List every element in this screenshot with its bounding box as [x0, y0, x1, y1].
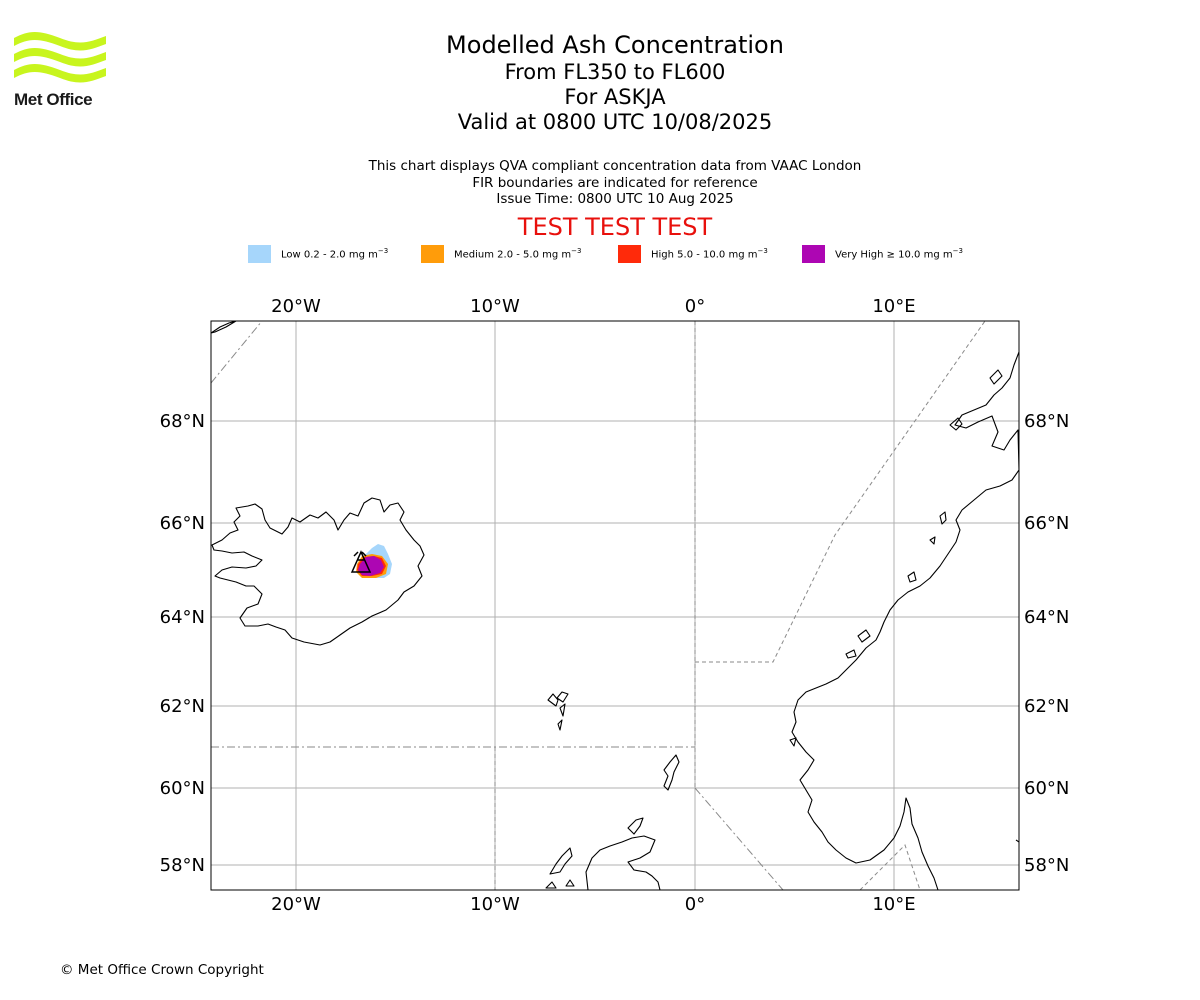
ash-cloud [356, 544, 392, 578]
lat-tick-label-left: 64°N [160, 607, 205, 628]
chart-subtitle-block: This chart displays QVA compliant concen… [0, 158, 1200, 208]
subtitle-fir-note: FIR boundaries are indicated for referen… [472, 174, 758, 191]
legend-label-medium: Medium 2.0 - 5.0 mg m−3 [454, 247, 582, 261]
flight-level-range: From FL350 to FL600 [504, 60, 726, 84]
lat-tick-label-left: 62°N [160, 696, 205, 717]
lon-tick-label-bottom: 0° [685, 894, 705, 915]
lat-tick-label-left: 60°N [160, 778, 205, 799]
fir-boundary-dashdot-se [694, 787, 784, 890]
lat-tick-label-right: 64°N [1024, 607, 1069, 628]
volcano-name: For ASKJA [564, 85, 666, 109]
lat-tick-label-left: 68°N [160, 411, 205, 432]
legend-item-low: Low 0.2 - 2.0 mg m−3 [248, 244, 388, 264]
coastline-shetland [663, 754, 680, 791]
coastline-faroe-2 [556, 691, 569, 703]
subtitle-compliance: This chart displays QVA compliant concen… [368, 158, 862, 174]
coastline-norway-island-8 [989, 369, 1003, 385]
legend-item-medium: Medium 2.0 - 5.0 mg m−3 [421, 244, 581, 264]
lon-tick-label-top: 20°W [271, 296, 321, 317]
lon-tick-label-bottom: 20°W [271, 894, 321, 915]
legend-swatch-low [248, 245, 271, 263]
coastlines [211, 321, 1019, 890]
fir-boundary-dashed-63n [695, 321, 986, 663]
lat-tick-label-right: 60°N [1024, 778, 1069, 799]
graticule [211, 321, 1019, 890]
coastline-hebrides-1 [549, 847, 573, 875]
fir-boundaries [211, 321, 986, 890]
lon-ticks-top: 20°W 10°W 0° 10°E [271, 296, 915, 317]
met-office-logo: Met Office [14, 30, 106, 112]
coastline-faroe-3 [559, 703, 566, 717]
legend-swatch-high [618, 245, 641, 263]
coastline-norway-island-3 [929, 536, 936, 545]
legend-swatch-medium [421, 245, 444, 263]
coastline-faroe-4 [557, 719, 563, 731]
lon-tick-label-top: 0° [685, 296, 705, 317]
coastline-hebrides-3 [565, 879, 575, 887]
lat-ticks-right: 68°N 66°N 64°N 62°N 60°N 58°N [1024, 411, 1069, 876]
lat-ticks-left: 68°N 66°N 64°N 62°N 60°N 58°N [160, 411, 205, 876]
coastline-norway-island-7 [949, 417, 963, 431]
volcano-marker [350, 550, 372, 573]
legend-label-high: High 5.0 - 10.0 mg m−3 [651, 247, 768, 261]
lat-tick-label-left: 58°N [160, 855, 205, 876]
chart-title: Modelled Ash Concentration [446, 31, 784, 59]
met-office-wave-icon [14, 32, 106, 83]
lon-tick-label-top: 10°E [872, 296, 915, 317]
coastline-norway [791, 351, 1019, 890]
coastline-norway-island-5 [907, 571, 917, 583]
logo-wordmark: Met Office [14, 90, 93, 109]
chart-title-block: Modelled Ash Concentration From FL350 to… [0, 30, 1200, 135]
lat-tick-label-right: 68°N [1024, 411, 1069, 432]
coastline-norway-island-4 [939, 511, 947, 525]
subtitle-issue-time: Issue Time: 0800 UTC 10 Aug 2025 [496, 191, 734, 207]
coastline-iceland [211, 497, 425, 646]
test-banner: TEST TEST TEST [517, 213, 713, 241]
legend-item-very-high: Very High ≥ 10.0 mg m−3 [802, 244, 963, 264]
coastline-norway-island-2 [845, 649, 857, 659]
lon-tick-label-bottom: 10°E [872, 894, 915, 915]
coastline-norway-island-6 [789, 737, 797, 747]
coastline-hebrides-2 [545, 881, 557, 889]
copyright-footer: © Met Office Crown Copyright [60, 962, 264, 978]
lat-tick-label-right: 58°N [1024, 855, 1069, 876]
map-frame [210, 320, 1020, 891]
legend-label-low: Low 0.2 - 2.0 mg m−3 [281, 247, 389, 261]
coastline-scotland [585, 835, 661, 890]
lat-tick-label-left: 66°N [160, 513, 205, 534]
lon-tick-label-top: 10°W [470, 296, 520, 317]
lat-tick-label-right: 62°N [1024, 696, 1069, 717]
legend-label-very-high: Very High ≥ 10.0 mg m−3 [835, 247, 963, 261]
lat-tick-label-right: 66°N [1024, 513, 1069, 534]
coastline-norway-island-1 [857, 629, 871, 643]
coastline-faroe-1 [547, 693, 559, 707]
valid-time: Valid at 0800 UTC 10/08/2025 [457, 110, 773, 134]
lon-tick-label-bottom: 10°W [470, 894, 520, 915]
fir-boundary-dashdot-nw [211, 321, 263, 384]
legend: Low 0.2 - 2.0 mg m−3 Medium 2.0 - 5.0 mg… [0, 244, 1200, 264]
lon-ticks-bottom: 20°W 10°W 0° 10°E [271, 894, 915, 915]
legend-swatch-very-high [802, 245, 825, 263]
coastline-orkney [627, 817, 644, 835]
legend-item-high: High 5.0 - 10.0 mg m−3 [618, 244, 768, 264]
fir-boundary-dashed-sweden [859, 844, 921, 890]
coastline-greenland [211, 321, 237, 334]
